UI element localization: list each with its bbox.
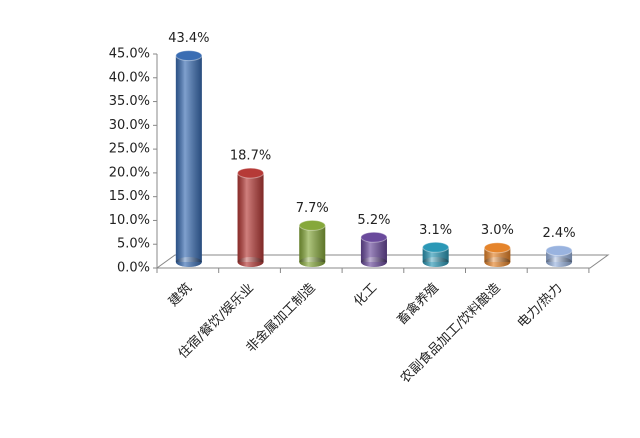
x-tick-label: 电力/热力 (515, 281, 565, 331)
y-tick-label: 25.0% (109, 142, 150, 157)
x-tick-label: 建筑 (165, 280, 195, 310)
bar-shade (237, 173, 264, 262)
bar-top (483, 242, 511, 254)
value-label: 5.2% (357, 213, 390, 228)
y-tick-label: 15.0% (109, 189, 150, 204)
value-label: 43.4% (168, 31, 209, 46)
value-label: 2.4% (543, 226, 576, 241)
value-label: 18.7% (230, 149, 271, 164)
bar-shade (175, 55, 202, 263)
value-label: 7.7% (296, 201, 329, 216)
y-tick-label: 30.0% (109, 118, 150, 133)
x-tick-label: 畜禽养殖 (394, 280, 442, 328)
y-tick-label: 45.0% (109, 47, 150, 62)
y-tick-label: 20.0% (109, 165, 150, 180)
x-tick-label: 农副食品加工/饮料酿造 (397, 280, 503, 386)
bar-top (360, 231, 388, 243)
bar-top (237, 167, 265, 179)
bar-top (298, 219, 326, 231)
y-tick-label: 5.0% (117, 237, 150, 252)
bar-shade (546, 250, 573, 262)
bar-top (545, 245, 573, 257)
y-tick-label: 10.0% (109, 213, 150, 228)
y-tick-label: 35.0% (109, 94, 150, 109)
bar-top (175, 50, 203, 62)
bar-shade (299, 225, 326, 262)
bar-top (422, 241, 450, 253)
y-tick-label: 40.0% (109, 70, 150, 85)
x-tick-label: 化工 (351, 281, 380, 310)
value-label: 3.1% (419, 223, 452, 238)
value-label: 3.0% (481, 223, 514, 238)
y-tick-label: 0.0% (117, 261, 150, 276)
